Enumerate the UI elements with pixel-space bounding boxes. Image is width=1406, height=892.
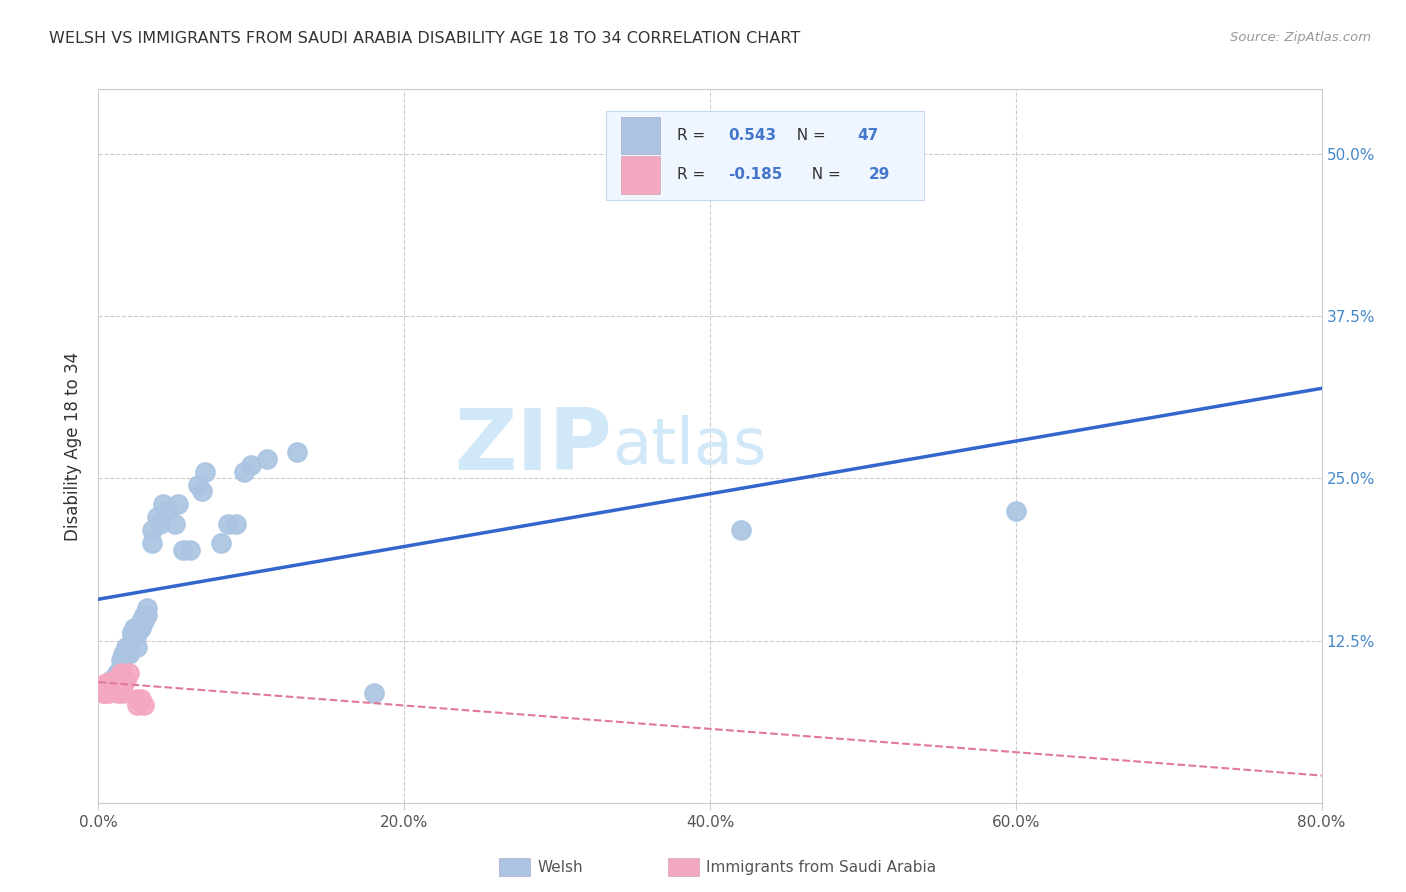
- Point: [209, 536, 232, 550]
- Text: Source: ZipAtlas.com: Source: ZipAtlas.com: [1230, 31, 1371, 45]
- Point: [93, 685, 115, 699]
- Point: [111, 685, 134, 699]
- Point: [103, 673, 125, 687]
- FancyBboxPatch shape: [620, 156, 659, 194]
- Text: N =: N =: [787, 128, 831, 143]
- Point: [115, 647, 138, 661]
- Text: WELSH VS IMMIGRANTS FROM SAUDI ARABIA DISABILITY AGE 18 TO 34 CORRELATION CHART: WELSH VS IMMIGRANTS FROM SAUDI ARABIA DI…: [49, 31, 800, 46]
- Point: [129, 621, 152, 635]
- Point: [136, 607, 159, 622]
- Point: [152, 497, 174, 511]
- Point: [118, 647, 141, 661]
- Point: [100, 676, 122, 690]
- Point: [172, 542, 194, 557]
- Point: [179, 542, 201, 557]
- Point: [125, 692, 148, 706]
- Text: N =: N =: [801, 168, 845, 182]
- Point: [103, 673, 125, 687]
- Point: [121, 627, 143, 641]
- Point: [134, 698, 156, 713]
- Point: [163, 516, 186, 531]
- Text: Immigrants from Saudi Arabia: Immigrants from Saudi Arabia: [706, 860, 936, 874]
- Text: 47: 47: [856, 128, 879, 143]
- Point: [104, 679, 127, 693]
- Point: [107, 685, 129, 699]
- Point: [122, 621, 145, 635]
- Point: [145, 510, 167, 524]
- Point: [141, 524, 163, 538]
- Point: [194, 465, 217, 479]
- Point: [93, 679, 115, 693]
- Point: [118, 666, 141, 681]
- Point: [134, 607, 156, 622]
- Text: 0.543: 0.543: [728, 128, 776, 143]
- Point: [217, 516, 239, 531]
- Point: [105, 676, 128, 690]
- Point: [256, 452, 278, 467]
- Point: [91, 685, 114, 699]
- Point: [111, 647, 134, 661]
- FancyBboxPatch shape: [606, 111, 924, 200]
- Text: Welsh: Welsh: [537, 860, 582, 874]
- Point: [141, 536, 163, 550]
- Point: [103, 681, 125, 696]
- Point: [110, 653, 132, 667]
- Point: [108, 666, 131, 681]
- Point: [97, 682, 120, 697]
- Point: [129, 614, 152, 628]
- Point: [191, 484, 214, 499]
- Point: [90, 679, 112, 693]
- Text: 29: 29: [869, 168, 890, 182]
- Point: [187, 478, 209, 492]
- Text: R =: R =: [678, 128, 710, 143]
- Point: [167, 497, 190, 511]
- Point: [118, 640, 141, 654]
- Point: [110, 666, 132, 681]
- Point: [363, 685, 385, 699]
- Point: [125, 627, 148, 641]
- Text: ZIP: ZIP: [454, 404, 612, 488]
- Point: [240, 458, 263, 473]
- Point: [134, 614, 156, 628]
- Point: [100, 673, 122, 687]
- Point: [105, 673, 128, 687]
- Point: [112, 676, 135, 690]
- Point: [98, 679, 121, 693]
- Text: R =: R =: [678, 168, 710, 182]
- Y-axis label: Disability Age 18 to 34: Disability Age 18 to 34: [65, 351, 83, 541]
- Point: [98, 685, 121, 699]
- Point: [94, 681, 117, 696]
- Point: [156, 504, 179, 518]
- Point: [225, 516, 247, 531]
- Point: [1004, 504, 1026, 518]
- Text: -0.185: -0.185: [728, 168, 783, 182]
- Point: [110, 659, 132, 673]
- Point: [285, 445, 308, 459]
- Point: [115, 673, 138, 687]
- Point: [105, 666, 128, 681]
- Point: [232, 465, 254, 479]
- Point: [115, 640, 138, 654]
- Point: [730, 524, 752, 538]
- Point: [129, 692, 152, 706]
- Point: [136, 601, 159, 615]
- Point: [100, 681, 122, 696]
- Point: [94, 679, 117, 693]
- Point: [127, 621, 149, 635]
- Point: [121, 624, 143, 639]
- Point: [149, 516, 172, 531]
- Point: [97, 679, 120, 693]
- Point: [108, 679, 131, 693]
- Point: [125, 640, 148, 654]
- FancyBboxPatch shape: [620, 117, 659, 154]
- Text: atlas: atlas: [612, 415, 766, 477]
- Point: [101, 679, 124, 693]
- Point: [125, 698, 148, 713]
- Point: [94, 676, 117, 690]
